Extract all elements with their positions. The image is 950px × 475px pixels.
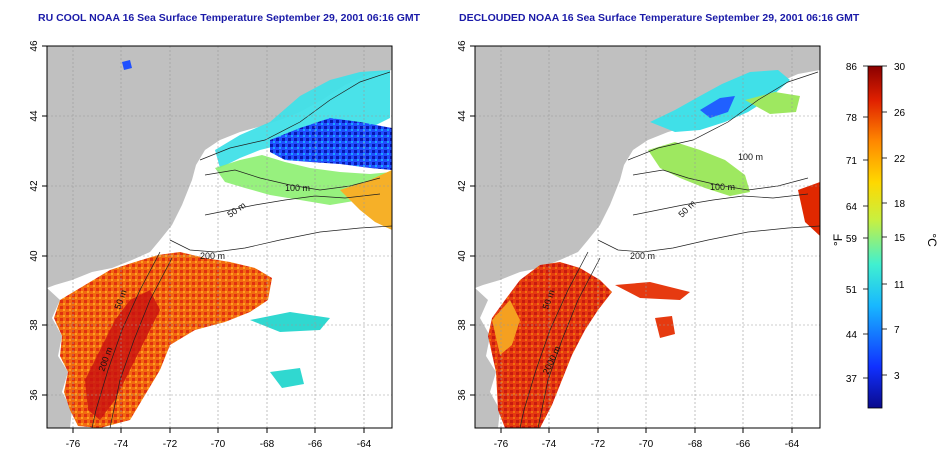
right-map-isobaths (519, 71, 821, 429)
colorbar-fahrenheit-marks (863, 65, 868, 379)
fahrenheit-tick: 64 (846, 202, 858, 213)
x-tick-label: -72 (591, 439, 606, 450)
celsius-tick: 3 (894, 371, 900, 382)
x-tick-label: -76 (494, 439, 509, 450)
x-tick-label: -74 (542, 439, 557, 450)
right-map-warm-east (798, 182, 820, 236)
contour-label: 100 m (738, 152, 763, 162)
right-map-grid (475, 46, 820, 428)
left-map-deep-blue-band (270, 118, 392, 170)
x-tick-label: -70 (211, 439, 226, 450)
y-tick-label: 38 (29, 319, 40, 331)
celsius-tick: 15 (894, 233, 906, 244)
left-map-warm-east (340, 170, 392, 230)
y-tick-label: 40 (29, 250, 40, 262)
left-map-panel: 100 m 50 m 200 m 50 m 200 m -76 -74 -72 … (29, 40, 393, 450)
x-tick-label: -64 (785, 439, 800, 450)
x-tick-label: -64 (357, 439, 372, 450)
fahrenheit-tick: 37 (846, 374, 858, 385)
celsius-unit-label: °C (925, 233, 939, 247)
celsius-tick: 18 (894, 199, 906, 210)
celsius-tick: 22 (894, 154, 906, 165)
left-map-title: RU COOL NOAA 16 Sea Surface Temperature … (38, 12, 421, 24)
celsius-tick: 11 (894, 280, 905, 291)
right-map-orange-coast (492, 300, 520, 355)
y-tick-label: 36 (29, 389, 40, 401)
x-tick-label: -66 (308, 439, 323, 450)
y-tick-label: 46 (29, 40, 40, 52)
right-map-y-ticks: 46 44 42 40 38 36 (457, 40, 475, 401)
y-tick-label: 40 (457, 250, 468, 262)
x-tick-label: -68 (260, 439, 275, 450)
contour-label: 100 m (710, 182, 735, 192)
contour-label: 100 m (285, 183, 310, 193)
right-map-blue-patch (700, 96, 735, 118)
right-map-land-south (475, 288, 500, 428)
right-map-green-patch (745, 92, 800, 114)
colorbar-celsius-marks (882, 65, 887, 376)
x-tick-label: -70 (639, 439, 654, 450)
left-map-cold-water (215, 70, 390, 168)
x-tick-label: -66 (736, 439, 751, 450)
colorbar-celsius-ticks: 30 26 22 18 15 11 7 3 (894, 62, 906, 382)
colorbar: 86 78 71 64 59 51 44 37 30 26 22 18 15 1… (831, 62, 939, 409)
x-tick-label: -74 (114, 439, 129, 450)
colorbar-scale (867, 65, 883, 409)
left-map-cyan-fragment (250, 312, 330, 332)
celsius-tick: 7 (894, 325, 900, 336)
fahrenheit-tick: 51 (846, 285, 858, 296)
right-map-title: DECLOUDED NOAA 16 Sea Surface Temperatur… (459, 12, 860, 24)
right-map-green-patch (648, 142, 750, 196)
right-map-warm-fragment (615, 282, 690, 300)
y-tick-label: 38 (457, 319, 468, 331)
y-tick-label: 36 (457, 389, 468, 401)
celsius-tick: 30 (894, 62, 906, 73)
fahrenheit-tick: 44 (846, 330, 858, 341)
left-map-land-south (47, 288, 72, 428)
fahrenheit-tick: 71 (846, 156, 858, 167)
x-tick-label: -68 (688, 439, 703, 450)
colorbar-fahrenheit-ticks: 86 78 71 64 59 51 44 37 (846, 62, 858, 385)
left-map-frame (46, 45, 393, 429)
left-map-x-ticks: -76 -74 -72 -70 -68 -66 -64 (66, 428, 372, 450)
contour-label: 200 m (630, 251, 655, 261)
y-tick-label: 42 (457, 180, 468, 192)
right-map-panel: 100 m 100 m 50 m 200 m 50 m 2000 m -76 -… (457, 40, 821, 450)
left-map-blue-speck (122, 60, 132, 70)
fahrenheit-unit-label: °F (831, 234, 845, 246)
right-map-warm-fragment (655, 316, 675, 338)
y-tick-label: 42 (29, 180, 40, 192)
left-map-grid (47, 46, 392, 428)
left-map-cyan-fragment (270, 368, 304, 388)
y-tick-label: 46 (457, 40, 468, 52)
x-tick-label: -76 (66, 439, 81, 450)
right-map-x-ticks: -76 -74 -72 -70 -68 -66 -64 (494, 428, 800, 450)
y-tick-label: 44 (29, 110, 40, 122)
left-map-y-ticks: 46 44 42 40 38 36 (29, 40, 47, 401)
x-tick-label: -72 (163, 439, 178, 450)
right-map-warm-water (488, 262, 612, 428)
fahrenheit-tick: 78 (846, 113, 858, 124)
y-tick-label: 44 (457, 110, 468, 122)
fahrenheit-tick: 86 (846, 62, 858, 73)
left-map-isobaths (91, 71, 393, 429)
right-map-frame (474, 45, 821, 429)
celsius-tick: 26 (894, 108, 906, 119)
fahrenheit-tick: 59 (846, 234, 858, 245)
